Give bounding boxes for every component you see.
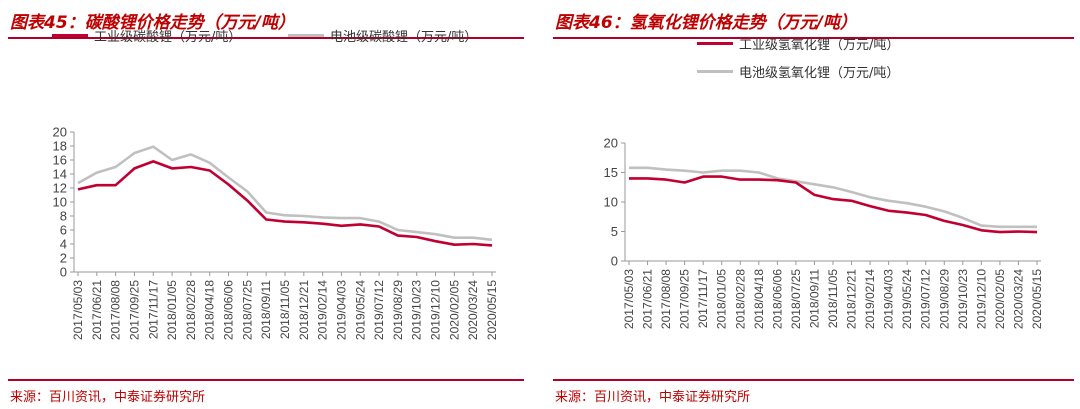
y-tick-label: 18	[53, 139, 67, 154]
x-tick-label: 2017/06/21	[90, 280, 104, 340]
x-tick-label: 2017/08/08	[659, 269, 673, 329]
legend-swatch	[697, 42, 733, 45]
x-tick-label: 2017/09/25	[127, 280, 141, 340]
x-tick-label: 2018/06/06	[770, 269, 784, 329]
x-tick-label: 2019/07/12	[919, 269, 933, 329]
x-tick-label: 2018/12/21	[297, 280, 311, 340]
x-tick-label: 2018/11/05	[826, 269, 840, 328]
x-tick-label: 2018/07/25	[240, 280, 254, 340]
legend-swatch	[52, 34, 88, 37]
legend-label: 工业级氢氧化锂（万元/吨）	[739, 38, 900, 53]
y-tick-label: 20	[53, 125, 67, 140]
x-tick-label: 2020/02/05	[993, 269, 1007, 329]
chart-title: 图表46：氢氧化锂价格走势（万元/吨）	[555, 13, 857, 33]
source-note: 来源：百川资讯，中泰证券研究所	[10, 390, 206, 405]
x-tick-label: 2019/07/12	[372, 280, 386, 340]
x-tick-label: 2018/07/25	[789, 269, 803, 329]
y-tick-label: 6	[60, 223, 67, 238]
x-tick-label: 2018/04/18	[752, 269, 766, 329]
y-tick-label: 15	[604, 165, 618, 180]
y-tick-label: 8	[60, 209, 67, 224]
footer-divider	[8, 379, 524, 381]
x-tick-label: 2019/12/10	[429, 280, 443, 340]
legend-label: 电池级氢氧化锂（万元/吨）	[739, 66, 900, 81]
y-tick-label: 5	[611, 224, 618, 239]
x-tick-label: 2018/11/05	[278, 280, 292, 339]
x-tick-label: 2019/08/29	[391, 280, 405, 340]
y-tick-label: 0	[60, 265, 67, 280]
x-tick-label: 2019/04/03	[882, 269, 896, 329]
x-tick-label: 2018/02/28	[184, 280, 198, 340]
x-tick-label: 2020/05/15	[485, 280, 499, 340]
legend-item-industrial: 工业级氢氧化锂（万元/吨）	[697, 34, 899, 53]
y-tick-label: 20	[604, 136, 618, 151]
y-tick-label: 10	[53, 195, 67, 210]
legend-label: 电池级碳酸锂（万元/吨）	[330, 30, 478, 45]
x-tick-label: 2017/06/21	[641, 269, 655, 329]
x-tick-label: 2017/09/25	[678, 269, 692, 329]
legend-item-industrial: 工业级碳酸锂（万元/吨）	[52, 26, 241, 45]
y-tick-label: 14	[53, 167, 67, 182]
x-tick-label: 2019/02/14	[316, 280, 330, 340]
y-tick-label: 12	[53, 181, 67, 196]
legend-label: 工业级碳酸锂（万元/吨）	[94, 30, 242, 45]
chart-title: 图表45：碳酸锂价格走势（万元/吨）	[10, 13, 295, 33]
x-tick-label: 2017/11/17	[146, 280, 160, 339]
x-tick-label: 2020/03/24	[1011, 269, 1025, 329]
x-tick-label: 2019/10/23	[956, 269, 970, 329]
x-tick-label: 2020/02/05	[447, 280, 461, 340]
x-tick-label: 2019/05/24	[900, 269, 914, 329]
x-tick-label: 2017/05/03	[71, 280, 85, 340]
x-tick-label: 2018/06/06	[222, 280, 236, 340]
x-tick-label: 2019/12/10	[974, 269, 988, 329]
legend-item-battery: 电池级氢氧化锂（万元/吨）	[697, 62, 899, 81]
y-tick-label: 16	[53, 153, 67, 168]
series-line-battery	[77, 145, 493, 242]
x-tick-label: 2018/09/11	[259, 280, 273, 339]
x-tick-label: 2018/01/05	[165, 280, 179, 340]
y-tick-label: 2	[60, 251, 67, 266]
title-divider	[8, 37, 524, 39]
y-tick-label: 0	[611, 254, 618, 269]
x-tick-label: 2017/11/17	[696, 269, 710, 328]
legend-swatch	[697, 70, 733, 73]
legend-item-battery: 电池级碳酸锂（万元/吨）	[288, 26, 477, 45]
x-tick-label: 2020/05/15	[1030, 269, 1044, 329]
x-tick-label: 2020/03/24	[466, 280, 480, 340]
line-chart-lithium-hydroxide: 0 5 10 15 20 2017/05/03 2017/06/21 2017/08/08 20…	[604, 136, 1044, 330]
x-tick-label: 2018/04/18	[203, 280, 217, 340]
title-divider	[553, 37, 1074, 39]
legend-swatch	[288, 34, 324, 37]
x-tick-label: 2018/01/05	[715, 269, 729, 329]
x-tick-label: 2019/08/29	[937, 269, 951, 329]
x-tick-label: 2017/05/03	[622, 269, 636, 329]
series-line-industrial	[77, 160, 493, 247]
x-tick-label: 2019/10/23	[410, 280, 424, 340]
x-tick-label: 2019/05/24	[353, 280, 367, 340]
x-tick-label: 2017/08/08	[109, 280, 123, 340]
chart-panel-lithium-carbonate: 图表45：碳酸锂价格走势（万元/吨） 工业级碳酸锂（万元/吨） 电池级碳酸锂（万…	[0, 0, 530, 409]
x-tick-label: 2019/02/14	[863, 269, 877, 329]
x-tick-label: 2018/09/11	[807, 269, 821, 328]
x-tick-label: 2018/02/28	[733, 269, 747, 329]
series-line-industrial	[629, 175, 1038, 234]
source-note: 来源：百川资讯，中泰证券研究所	[555, 390, 751, 405]
x-tick-label: 2018/12/21	[845, 269, 859, 329]
series-line-battery	[629, 166, 1037, 229]
x-tick-label: 2019/04/03	[334, 280, 348, 340]
footer-divider	[553, 379, 1074, 381]
y-tick-label: 10	[604, 195, 618, 210]
y-tick-label: 4	[60, 237, 67, 252]
chart-panel-lithium-hydroxide: 图表46：氢氧化锂价格走势（万元/吨） 工业级氢氧化锂（万元/吨） 电池级氢氧化…	[545, 0, 1080, 409]
